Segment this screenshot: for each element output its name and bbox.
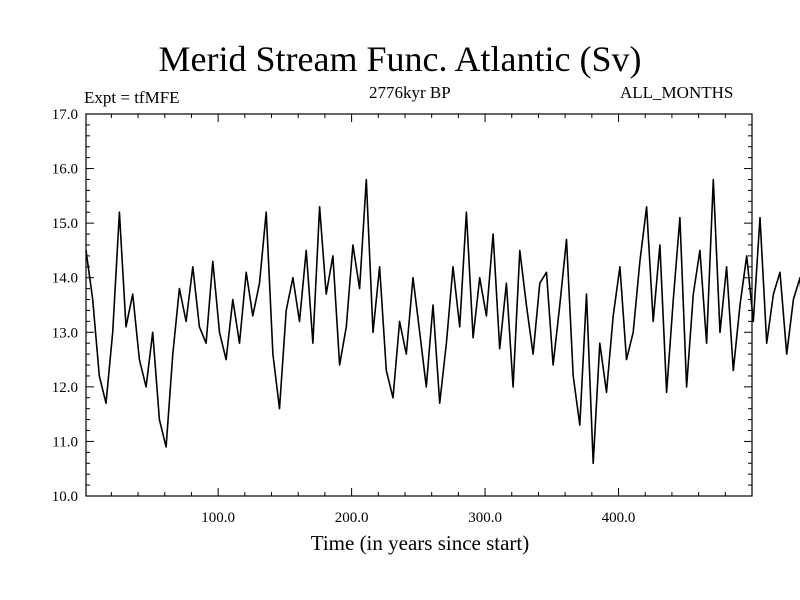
x-tick-label: 200.0	[335, 510, 369, 526]
y-tick-label: 12.0	[52, 380, 78, 396]
x-tick-label: 300.0	[468, 510, 502, 526]
y-tick-label: 16.0	[52, 162, 78, 178]
series-line-0	[85, 178, 800, 465]
y-tick-label: 15.0	[52, 216, 78, 232]
y-tick-label: 13.0	[52, 325, 78, 341]
y-tick-label: 14.0	[52, 271, 78, 287]
plot-frame	[85, 113, 753, 497]
experiment-label: Expt = tfMFE	[84, 88, 180, 107]
x-tick-label: 100.0	[201, 510, 235, 526]
y-tick-label: 10.0	[52, 489, 78, 505]
x-axis-label: Time (in years since start)	[310, 531, 530, 555]
months-label: ALL_MONTHS	[620, 83, 734, 102]
y-tick-label: 11.0	[52, 434, 78, 450]
y-tick-label: 17.0	[52, 107, 78, 123]
x-tick-label: 400.0	[602, 510, 636, 526]
period-label: 2776kyr BP	[369, 83, 451, 102]
chart-title: Merid Stream Func. Atlantic (Sv)	[158, 39, 642, 79]
